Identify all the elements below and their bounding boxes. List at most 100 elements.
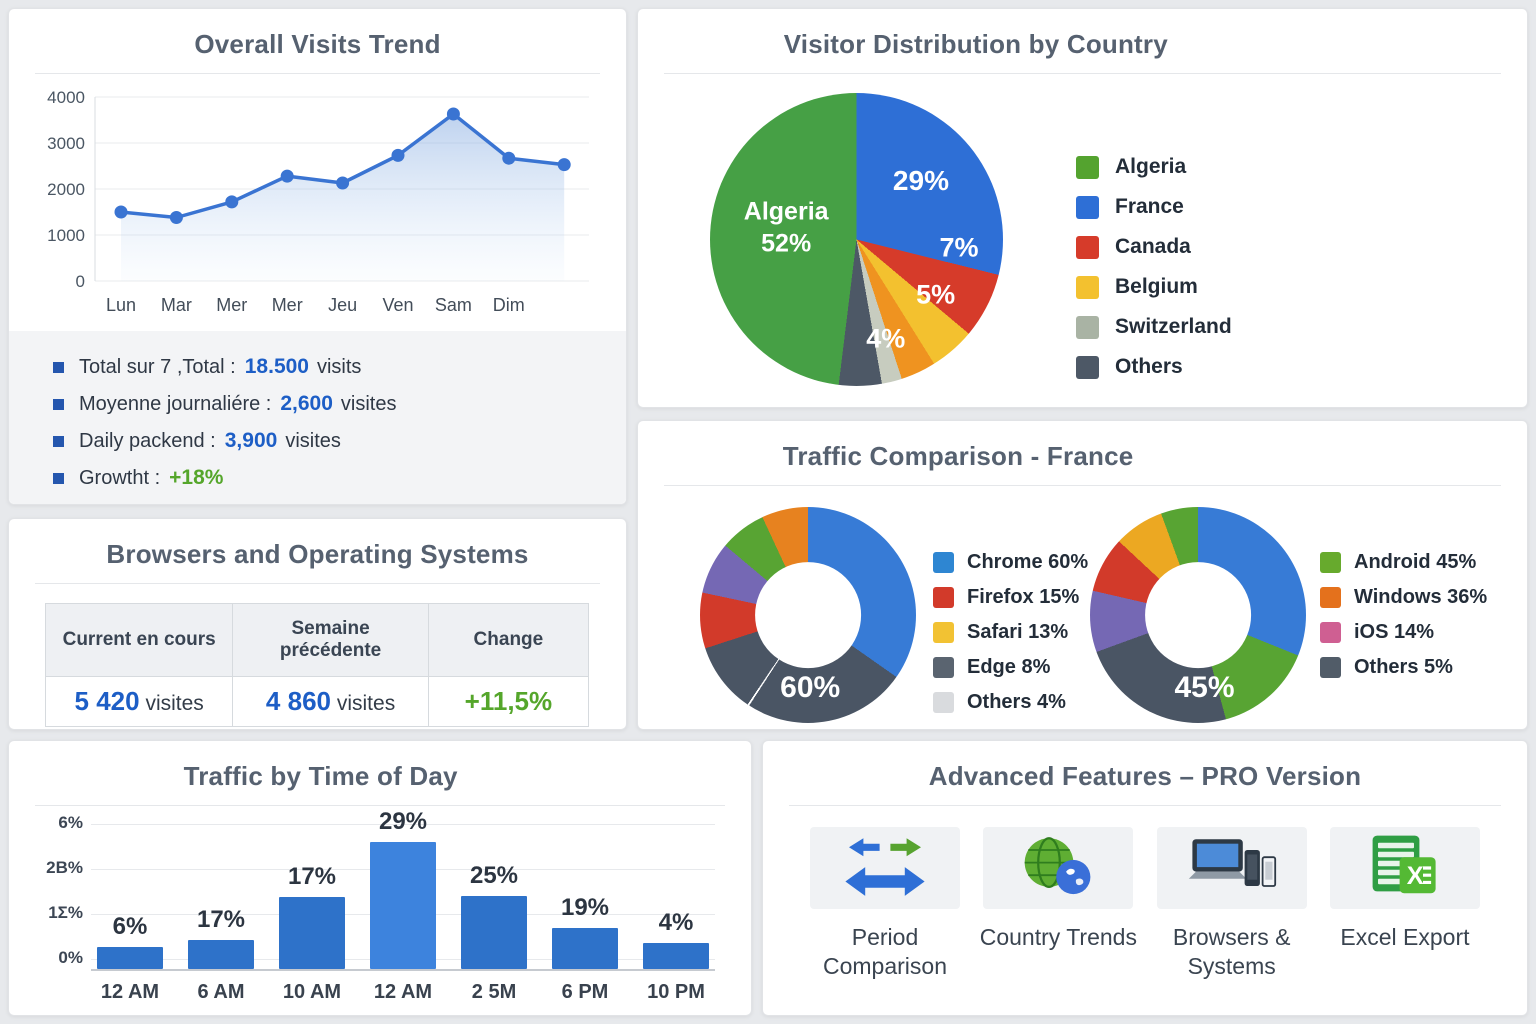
x-axis-label: 12 AM (373, 981, 433, 1003)
legend-item: Algeria (1076, 155, 1232, 179)
svg-text:Dim: Dim (493, 295, 525, 315)
divider (35, 583, 600, 584)
change-value: +11,5% (464, 686, 553, 716)
svg-text:Sam: Sam (435, 295, 472, 315)
legend-label: Canada (1115, 235, 1191, 258)
feature-tile-3[interactable] (1156, 827, 1307, 909)
stat-value: +18% (169, 466, 224, 489)
svg-text:4000: 4000 (47, 88, 85, 107)
panel-title: Overall Visits Trend (194, 29, 441, 59)
bar (97, 947, 163, 969)
legend-item: Switzerland (1076, 315, 1232, 339)
bar-column: 25% (461, 862, 527, 969)
legend-item: Others (1076, 355, 1232, 379)
country-trends-icon (1012, 832, 1104, 904)
panel-browsers-operating-systems: Browsers and Operating Systems Current e… (8, 518, 627, 730)
y-axis-tick-label: 0% (58, 948, 83, 967)
svg-text:Jeu: Jeu (328, 295, 357, 315)
legend-item: Chrome 60% (933, 551, 1088, 574)
os-legend: Android 45% Windows 36% iOS 14% Others 5% (1320, 551, 1487, 691)
svg-text:3000: 3000 (47, 134, 85, 153)
feature-item: Period Comparison (805, 827, 965, 981)
table-row: 5 420 visites 4 860 visites +11,5% (44, 676, 590, 727)
x-axis-label: 10 AM (282, 981, 342, 1003)
browsers-donut-chart: 60% (700, 507, 916, 723)
svg-text:0: 0 (76, 272, 85, 291)
feature-item: Country Trends (978, 827, 1138, 981)
legend-label: Edge 8% (967, 656, 1051, 678)
stat-item: Daily packend : 3,900 visites (53, 429, 626, 453)
divider (664, 73, 1501, 74)
current-visits-value: 5 420 (74, 686, 140, 716)
legend-label: France (1115, 195, 1184, 218)
bar-column: 4% (643, 909, 709, 969)
stat-label: Moyenne journaliére : (79, 392, 272, 415)
legend-swatch (933, 692, 954, 713)
stat-label: Daily packend : (79, 429, 216, 452)
panel-title: Browsers and Operating Systems (106, 539, 529, 569)
previous-visits-value: 4 860 (265, 686, 331, 716)
stat-item: Total sur 7 ,Total : 18.500 visits (53, 355, 626, 379)
legend-label: Firefox 15% (967, 586, 1080, 608)
bar (643, 943, 709, 969)
bullet-icon (53, 361, 64, 373)
legend-swatch (933, 622, 954, 643)
bar-column: 17% (279, 863, 345, 969)
legend-swatch (1076, 155, 1099, 179)
y-axis-tick-label: 2B% (46, 858, 83, 877)
table-header-previous-week: Semaine précédente (232, 603, 429, 677)
x-axis-label: 2 5M (471, 981, 517, 1003)
legend-label: Safari 13% (967, 621, 1069, 643)
panel-title: Traffic by Time of Day (183, 761, 458, 791)
pie-slice-label: 4% (866, 323, 906, 354)
bar (279, 897, 345, 969)
table-header-current: Current en cours (44, 603, 234, 677)
gridline (91, 824, 715, 825)
legend-label: iOS 14% (1354, 621, 1435, 643)
current-visits-suffix: visites (145, 692, 204, 715)
legend-label: Others 4% (967, 691, 1066, 713)
panel-traffic-by-time: Traffic by Time of Day 6% 2B% 1Σ% 0% 6% 17% 1… (8, 740, 752, 1016)
legend-item: Safari 13% (933, 621, 1088, 644)
x-axis-label: 12 AM (100, 981, 160, 1003)
feature-tile-4[interactable]: X (1329, 827, 1480, 909)
visits-stats-list: Total sur 7 ,Total : 18.500 visits Moyenne … (9, 331, 626, 504)
browsers-systems-icon (1186, 832, 1278, 904)
legend-label: Switzerland (1115, 315, 1232, 338)
table-header-change: Change (427, 603, 590, 677)
feature-tile-1[interactable] (810, 827, 960, 909)
bar-column: 29% (370, 808, 436, 969)
legend-swatch (1320, 622, 1341, 643)
legend-swatch (933, 552, 954, 573)
bar (370, 842, 436, 969)
legend-swatch (1320, 552, 1341, 573)
stat-suffix: visits (316, 355, 362, 378)
svg-text:Lun: Lun (106, 295, 136, 315)
stat-label: Total sur 7 ,Total : (79, 355, 236, 378)
legend-swatch (1076, 315, 1099, 339)
os-donut-chart: 45% (1090, 507, 1306, 723)
x-axis-label: 10 PM (647, 981, 705, 1003)
divider (664, 485, 1501, 486)
legend-item: France (1076, 195, 1232, 219)
divider (35, 73, 600, 74)
donut-value-label: 60% (780, 671, 841, 705)
donut-hole (1145, 562, 1251, 668)
table-cell-previous: 4 860 visites (232, 676, 429, 727)
feature-tile-2[interactable] (983, 827, 1134, 909)
svg-text:Mar: Mar (161, 295, 192, 315)
pie-slice-label: 29% (892, 164, 949, 196)
legend-swatch (1076, 235, 1099, 259)
divider (35, 805, 725, 806)
panel-traffic-comparison: Traffic Comparison - France 60% Chrome 6… (637, 420, 1528, 730)
svg-text:Ven: Ven (382, 295, 413, 315)
svg-text:2000: 2000 (47, 180, 85, 199)
legend-label: Others (1115, 355, 1183, 378)
excel-export-icon: X (1359, 832, 1451, 904)
stat-suffix: visites (285, 429, 341, 452)
legend-item: Edge 8% (933, 656, 1088, 679)
x-axis-label: 6 AM (197, 981, 245, 1003)
legend-swatch (1320, 657, 1341, 678)
stat-value: 18.500 (244, 355, 309, 378)
